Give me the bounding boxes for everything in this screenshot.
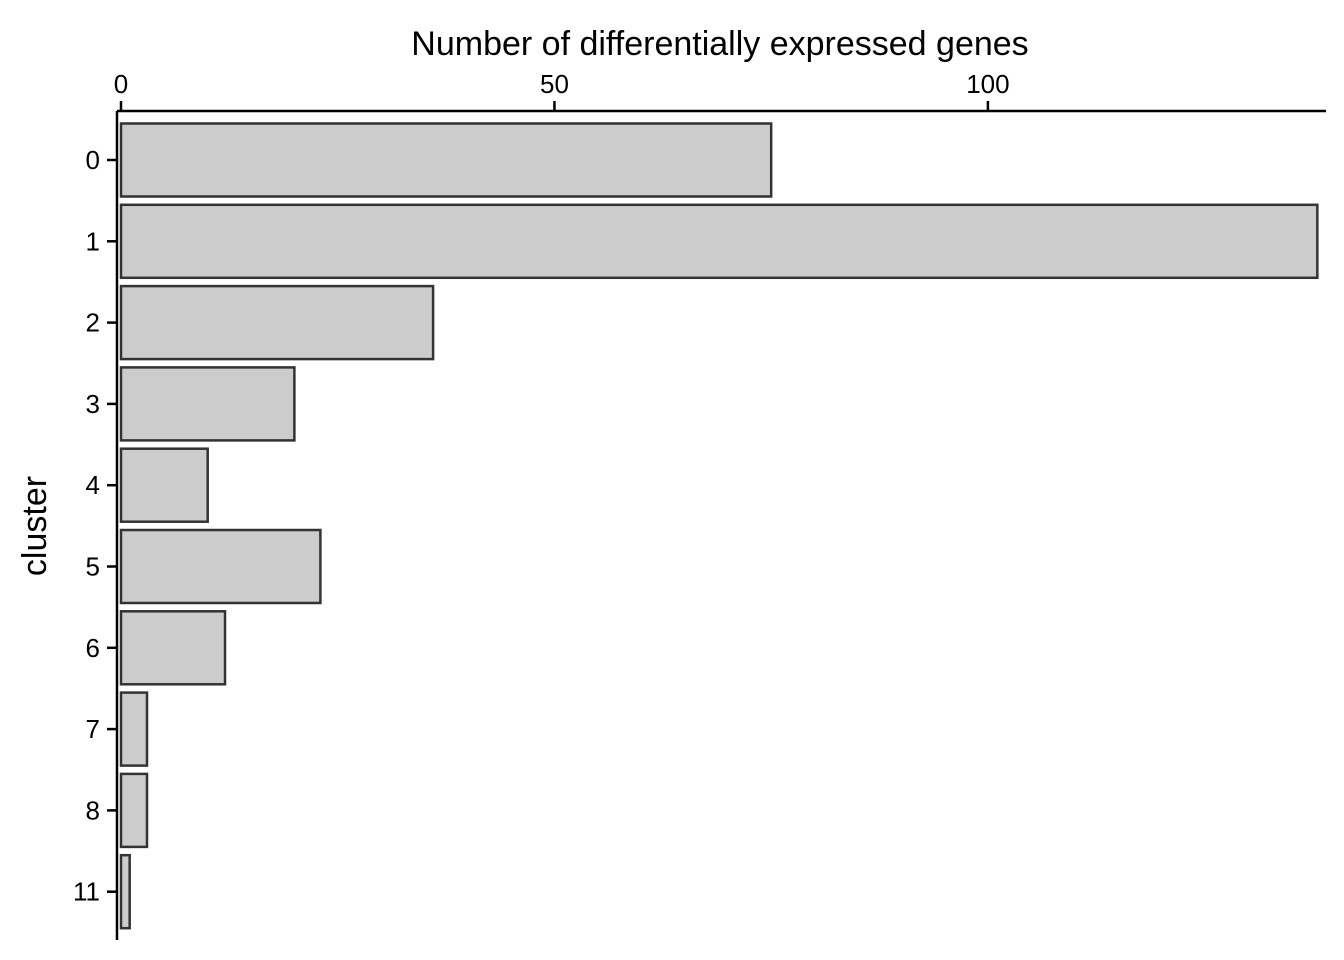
bars-group: [119, 122, 1319, 930]
x-tick-label: 100: [966, 69, 1009, 99]
x-tick-label: 50: [540, 69, 569, 99]
y-axis-title: cluster: [16, 476, 54, 576]
x-axis-title: Number of differentially expressed genes: [411, 25, 1028, 63]
x-axis: 0 50 100: [114, 69, 1326, 113]
y-tick-label: 8: [86, 795, 100, 825]
bar-cluster-5: [119, 528, 322, 605]
y-tick-label: 4: [86, 470, 100, 500]
y-tick-label: 5: [86, 552, 100, 582]
bar-cluster-7: [119, 691, 149, 767]
y-tick-label: 1: [86, 226, 100, 256]
y-tick-label: 11: [73, 877, 100, 907]
y-axis: 0 1 2 3 4 5 6 7 8 11: [73, 111, 119, 940]
bar-cluster-0: [119, 122, 773, 198]
bar-cluster-3: [119, 366, 296, 442]
bar-cluster-1: [119, 203, 1319, 280]
y-tick-label: 2: [86, 308, 100, 338]
bar-cluster-8: [119, 772, 149, 849]
bar-cluster-6: [119, 610, 227, 686]
y-tick-label: 7: [86, 714, 100, 744]
y-tick-label: 6: [86, 633, 100, 663]
y-tick-label: 0: [86, 145, 100, 175]
x-tick-label: 0: [114, 69, 128, 99]
bar-cluster-11: [119, 853, 131, 930]
bar-cluster-4: [119, 447, 209, 523]
y-tick-label: 3: [86, 389, 100, 419]
bar-cluster-2: [119, 284, 435, 361]
